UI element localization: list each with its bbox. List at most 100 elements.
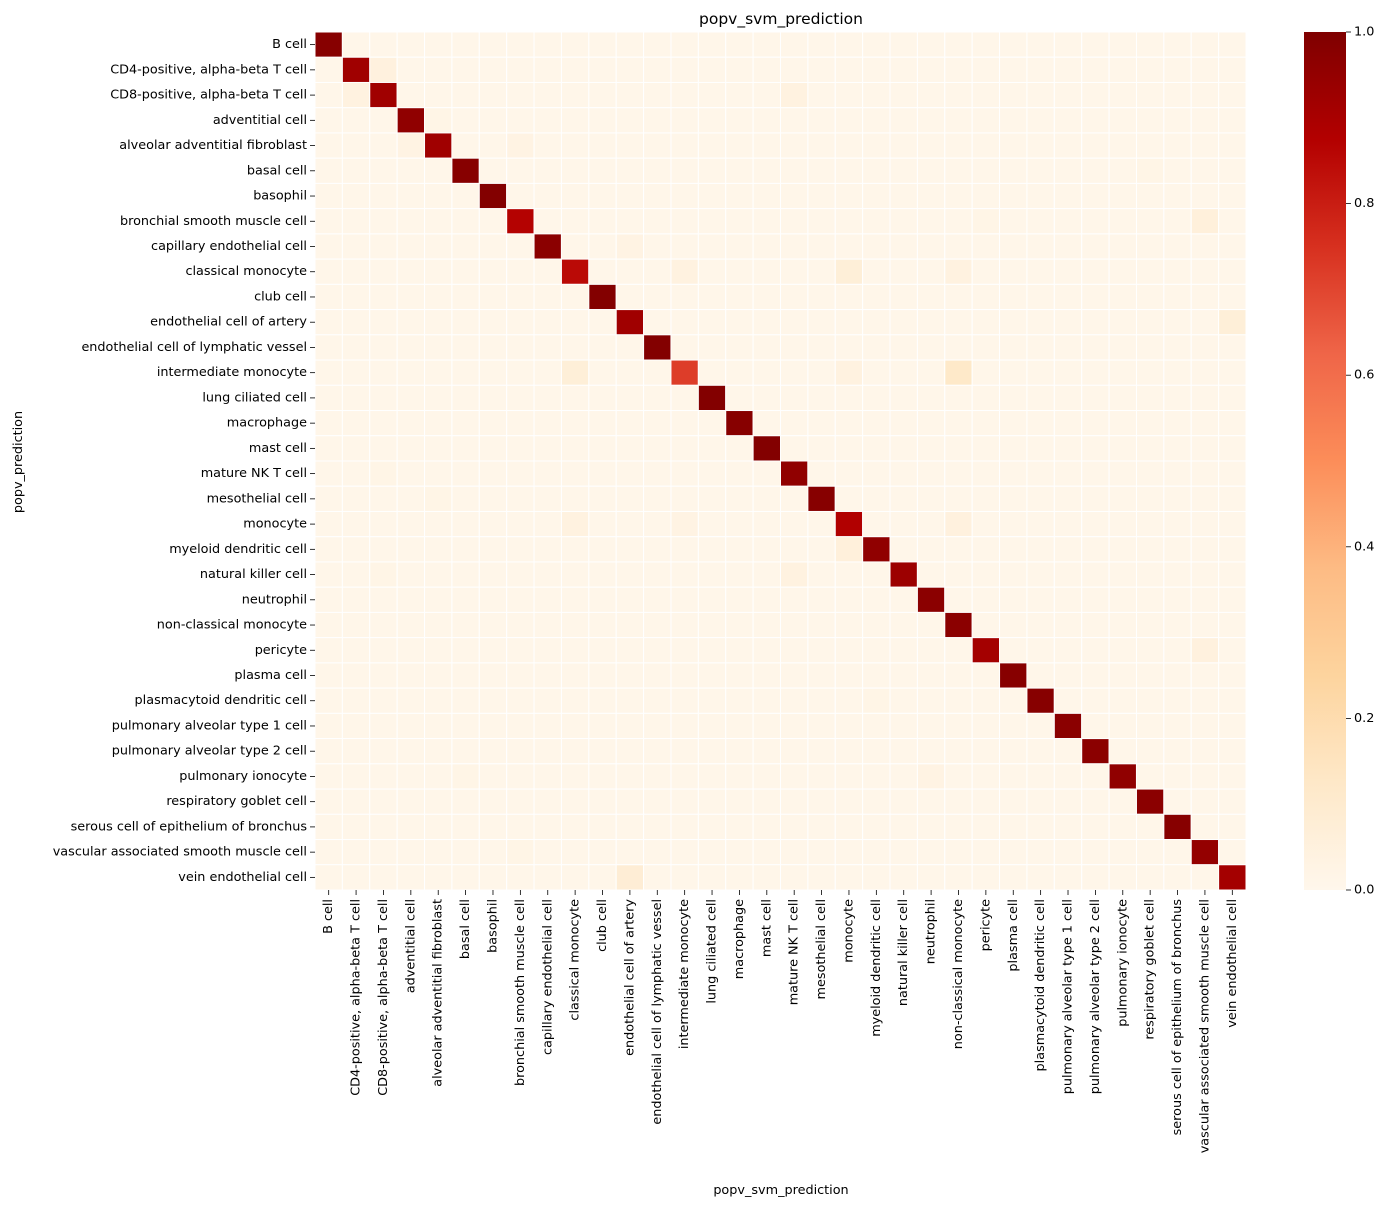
heatmap-cell <box>424 611 453 639</box>
heatmap-cell <box>1081 712 1110 740</box>
heatmap-cell <box>424 813 453 841</box>
heatmap-cell <box>944 662 973 689</box>
colorbar-tick-label: 0.4 <box>1354 539 1374 554</box>
heatmap-cell <box>916 334 946 361</box>
heatmap-cell <box>1135 561 1165 588</box>
heatmap-cell <box>944 586 973 613</box>
heatmap-cell <box>1163 485 1192 512</box>
heatmap-cell <box>834 738 864 765</box>
heatmap-cell <box>697 611 727 639</box>
heatmap-cell <box>1135 662 1165 689</box>
heatmap-cell <box>1163 258 1192 285</box>
heatmap-cell <box>588 813 617 841</box>
heatmap-cell <box>807 788 836 815</box>
heatmap-cell <box>971 56 1001 83</box>
heatmap-cell <box>615 637 645 664</box>
heatmap-cell <box>451 258 480 285</box>
heatmap-cell <box>1190 157 1220 184</box>
heatmap-cell <box>999 460 1028 487</box>
heatmap-cell <box>1026 738 1055 765</box>
heatmap-cell <box>697 107 727 134</box>
heatmap-cell <box>725 611 754 639</box>
heatmap-cell <box>725 334 754 361</box>
heatmap-cell <box>1190 81 1220 109</box>
heatmap-cell <box>697 536 727 563</box>
heatmap-cell <box>999 637 1028 664</box>
heatmap-cell <box>588 56 617 83</box>
heatmap-cell <box>834 839 864 866</box>
heatmap-cell <box>944 712 973 740</box>
y-tick-label: neutrophil <box>242 592 307 607</box>
heatmap-cell <box>396 233 426 260</box>
heatmap-cell <box>1218 31 1247 58</box>
heatmap-cell <box>341 586 371 613</box>
heatmap-cell <box>697 81 727 109</box>
heatmap-cell <box>697 208 727 235</box>
heatmap-cell <box>862 637 891 664</box>
heatmap-cell <box>506 561 535 588</box>
heatmap-cell <box>862 536 891 563</box>
x-tick-label: pulmonary alveolar type 2 cell <box>1088 899 1103 1094</box>
heatmap-cell <box>916 359 946 386</box>
heatmap-cell <box>314 410 343 437</box>
heatmap-cell <box>1108 410 1137 437</box>
heatmap-cell <box>1190 763 1220 790</box>
heatmap-cell <box>1108 586 1137 613</box>
heatmap-cell <box>971 813 1001 841</box>
heatmap-cell <box>643 81 672 109</box>
heatmap-cell <box>1135 334 1165 361</box>
heatmap-cell <box>999 81 1028 109</box>
heatmap-cell <box>834 334 864 361</box>
heatmap-cell <box>533 309 562 336</box>
heatmap-cell <box>560 359 590 386</box>
heatmap-cell <box>1081 182 1110 210</box>
heatmap-cell <box>807 81 836 109</box>
heatmap-cell <box>807 410 836 437</box>
heatmap-cell <box>889 485 918 512</box>
heatmap-cell <box>560 536 590 563</box>
heatmap-cell <box>1081 410 1110 437</box>
heatmap-cell <box>1163 637 1192 664</box>
heatmap-cell <box>1218 258 1247 285</box>
x-tick-label: natural killer cell <box>896 899 911 1006</box>
heatmap-cell <box>999 586 1028 613</box>
heatmap-cell <box>1108 81 1137 109</box>
heatmap-cell <box>1190 460 1220 487</box>
heatmap-cell <box>424 384 453 412</box>
heatmap-cell <box>369 81 398 109</box>
heatmap-cell <box>1053 182 1083 210</box>
heatmap-cell <box>533 763 562 790</box>
heatmap-cell <box>834 788 864 815</box>
heatmap-cell <box>1053 864 1083 891</box>
heatmap-cell <box>314 157 343 184</box>
heatmap-cell <box>314 637 343 664</box>
heatmap-cell <box>341 813 371 841</box>
heatmap-cell <box>1053 637 1083 664</box>
heatmap-cell <box>752 536 781 563</box>
heatmap-cell <box>862 56 891 83</box>
heatmap-cell <box>916 536 946 563</box>
heatmap-cell <box>506 233 535 260</box>
heatmap-cell <box>1053 56 1083 83</box>
heatmap-cell <box>451 687 480 714</box>
heatmap-cell <box>506 536 535 563</box>
heatmap-cell <box>971 687 1001 714</box>
heatmap-cell <box>1135 81 1165 109</box>
heatmap-cell <box>780 788 809 815</box>
heatmap-cell <box>341 485 371 512</box>
heatmap-cell <box>889 611 918 639</box>
heatmap-cell <box>478 258 508 285</box>
heatmap-cell <box>834 81 864 109</box>
heatmap-cell <box>697 662 727 689</box>
heatmap-cell <box>780 309 809 336</box>
heatmap-cell <box>752 637 781 664</box>
heatmap-cell <box>834 208 864 235</box>
heatmap-cell <box>1053 132 1083 159</box>
heatmap-cell <box>1190 611 1220 639</box>
heatmap-cell <box>314 132 343 159</box>
heatmap-cell <box>478 410 508 437</box>
heatmap-cell <box>1135 864 1165 891</box>
heatmap-cell <box>780 258 809 285</box>
heatmap-cell <box>533 510 562 538</box>
heatmap-cell <box>780 107 809 134</box>
